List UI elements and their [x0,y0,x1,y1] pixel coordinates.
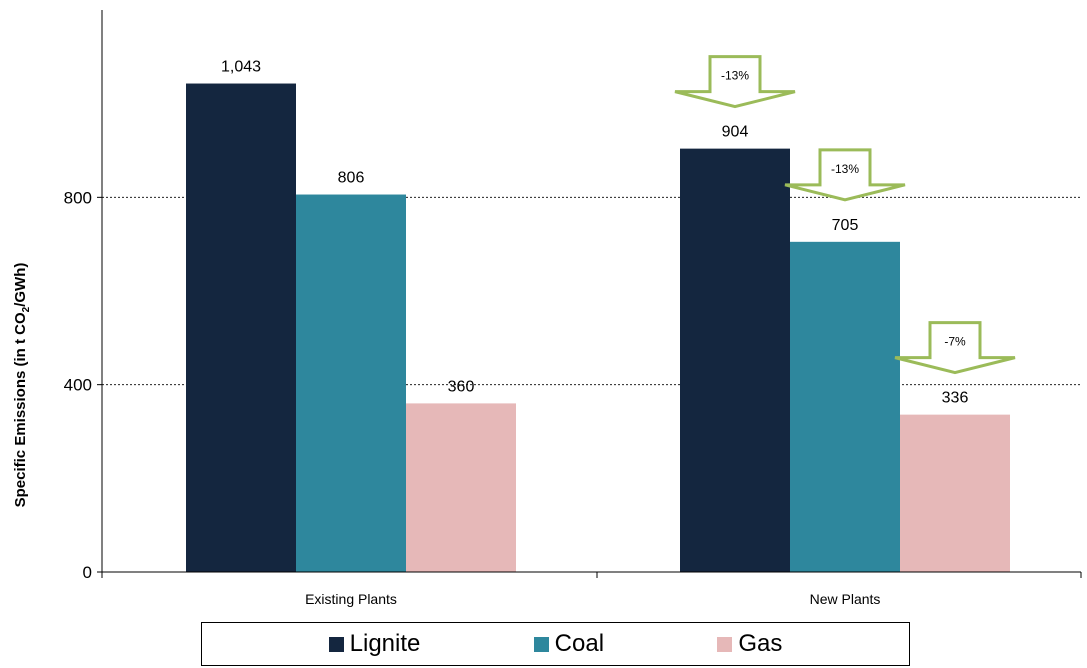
x-category-label: Existing Plants [305,591,397,607]
legend-swatch-coal [533,636,549,652]
legend-item-lignite: Lignite [328,630,421,658]
legend-label-coal: Coal [554,630,605,657]
data-label: 705 [832,217,859,234]
legend-label-lignite: Lignite [349,630,421,657]
legend: Lignite Coal Gas [201,622,910,666]
down-arrow-icon [784,148,906,202]
reduction-label: -13% [721,69,749,83]
x-category-labels: Existing Plants New Plants [305,591,880,607]
bars [186,83,1010,573]
axes [101,10,1082,578]
data-label: 904 [722,124,749,141]
y-tick-label: 800 [64,188,92,207]
bar-coal-existing-plants [296,194,406,573]
emissions-bar-chart: 0 400 800 Existing Plants New Plants 1,043 9… [12,10,1082,607]
reduction-label: -13% [831,162,859,176]
y-axis-label: Specific Emissions (in t CO2/GWh) [12,263,32,508]
data-label: 360 [448,378,475,395]
gridlines [102,196,1081,386]
reduction-arrows: -13% -13% -7% [674,55,1016,375]
legend-label-gas: Gas [738,630,783,657]
bar-coal-new-plants [790,241,900,572]
legend-swatch-lignite [328,636,344,652]
data-labels: 1,043 904 806 705 360 336 [221,59,968,407]
data-label: 806 [338,170,365,187]
bar-gas-new-plants [900,414,1010,572]
data-label: 336 [942,390,969,407]
legend-item-gas: Gas [717,630,782,658]
legend-swatch-gas [717,636,733,652]
bar-gas-existing-plants [406,403,516,572]
down-arrow-icon [674,55,796,109]
x-category-label: New Plants [810,591,881,607]
reduction-label: -7% [944,335,966,349]
y-tick-label: 0 [83,563,92,582]
y-tick-label: 400 [64,376,92,395]
bar-lignite-new-plants [680,148,790,573]
data-label: 1,043 [221,59,261,76]
legend-item-coal: Coal [533,630,605,658]
bar-lignite-existing-plants [186,83,296,573]
y-ticks: 0 400 800 [64,188,102,582]
down-arrow-icon [894,321,1016,375]
